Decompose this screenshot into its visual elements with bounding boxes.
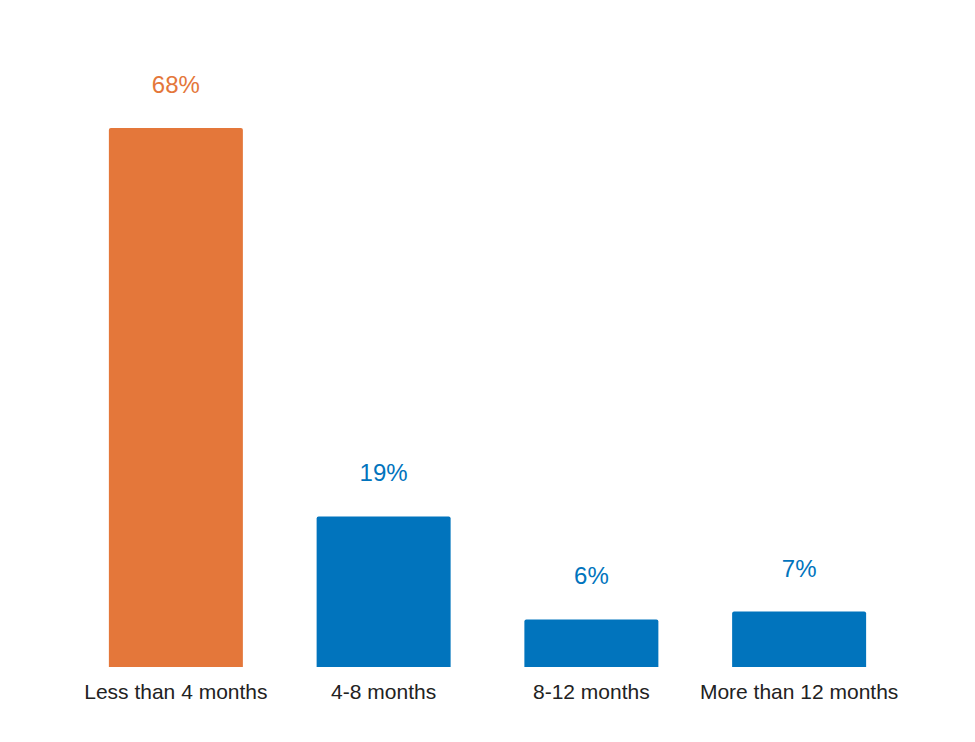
bar <box>317 516 451 667</box>
data-label: 19% <box>360 459 408 486</box>
bar <box>524 619 658 667</box>
x-tick-label: 8-12 months <box>533 680 650 703</box>
x-tick-label: More than 12 months <box>700 680 898 703</box>
data-labels: 68% 19% 6% 7% <box>152 71 817 589</box>
x-tick-label: 4-8 months <box>331 680 436 703</box>
chart-container: 68% 19% 6% 7% Less than 4 months 4-8 months 8-… <box>0 0 975 742</box>
bar <box>732 612 866 667</box>
data-label: 7% <box>782 555 817 582</box>
bar <box>109 128 243 667</box>
x-tick-label: Less than 4 months <box>84 680 267 703</box>
data-label: 6% <box>574 562 609 589</box>
x-tick-labels: Less than 4 months 4-8 months 8-12 months M… <box>84 680 898 703</box>
data-label: 68% <box>152 71 200 98</box>
chart-svg: 68% 19% 6% 7% Less than 4 months 4-8 months 8-… <box>0 0 975 742</box>
bars <box>109 128 866 667</box>
